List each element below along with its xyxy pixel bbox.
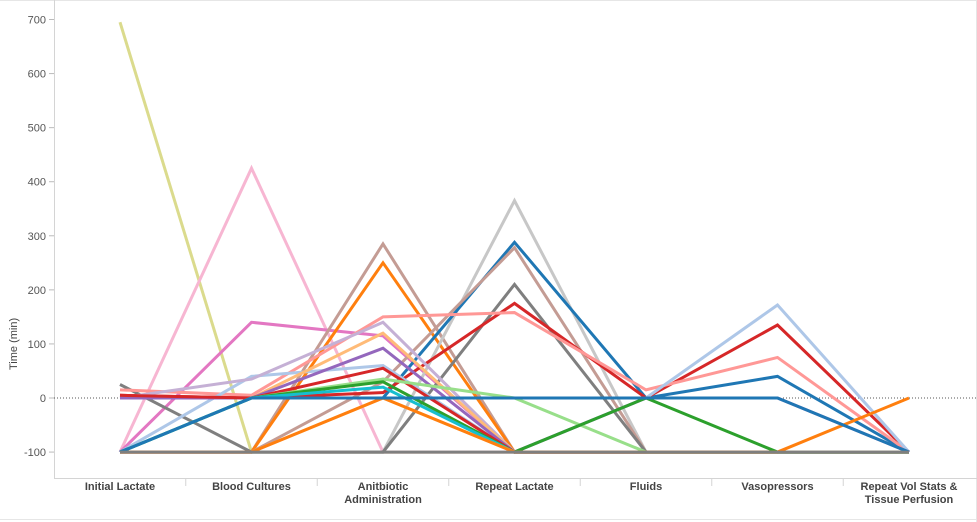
x-tick-label: Vasopressors — [741, 481, 813, 493]
series-line — [119, 239, 910, 454]
series-line — [120, 260, 909, 454]
series-line — [120, 197, 909, 454]
x-tick-label: Anitbiotic Administration — [344, 481, 422, 506]
x-tick-label: Repeat Vol Stats & Tissue Perfusion — [861, 481, 958, 506]
y-tick-label: 500 — [28, 123, 46, 135]
series-line — [119, 301, 911, 454]
y-tick-label: 300 — [28, 231, 46, 243]
x-tick-label: Fluids — [630, 481, 662, 493]
x-tick-label: Initial Lactate — [85, 481, 155, 493]
series-line — [120, 346, 910, 454]
series-line — [120, 331, 909, 454]
y-tick-label: 100 — [28, 339, 46, 351]
y-axis-title: Time (min) — [8, 318, 20, 370]
y-tick-label: 200 — [28, 285, 46, 297]
series-line — [118, 320, 909, 454]
y-tick-label: 700 — [28, 15, 46, 27]
y-tick-label: 0 — [40, 393, 46, 405]
x-tick-label: Repeat Lactate — [475, 481, 553, 493]
series-line — [119, 377, 909, 454]
series-line — [120, 241, 909, 454]
series-line — [120, 245, 909, 454]
y-tick-label: -100 — [24, 447, 46, 459]
y-tick-label: 400 — [28, 177, 46, 189]
x-tick-label: Blood Cultures — [212, 481, 291, 493]
series-line — [119, 380, 909, 454]
series-line — [119, 396, 910, 454]
series-line — [118, 21, 909, 454]
y-tick-label: 600 — [28, 69, 46, 81]
series-line — [119, 303, 911, 454]
series-line — [119, 311, 910, 454]
series-line — [119, 320, 909, 454]
